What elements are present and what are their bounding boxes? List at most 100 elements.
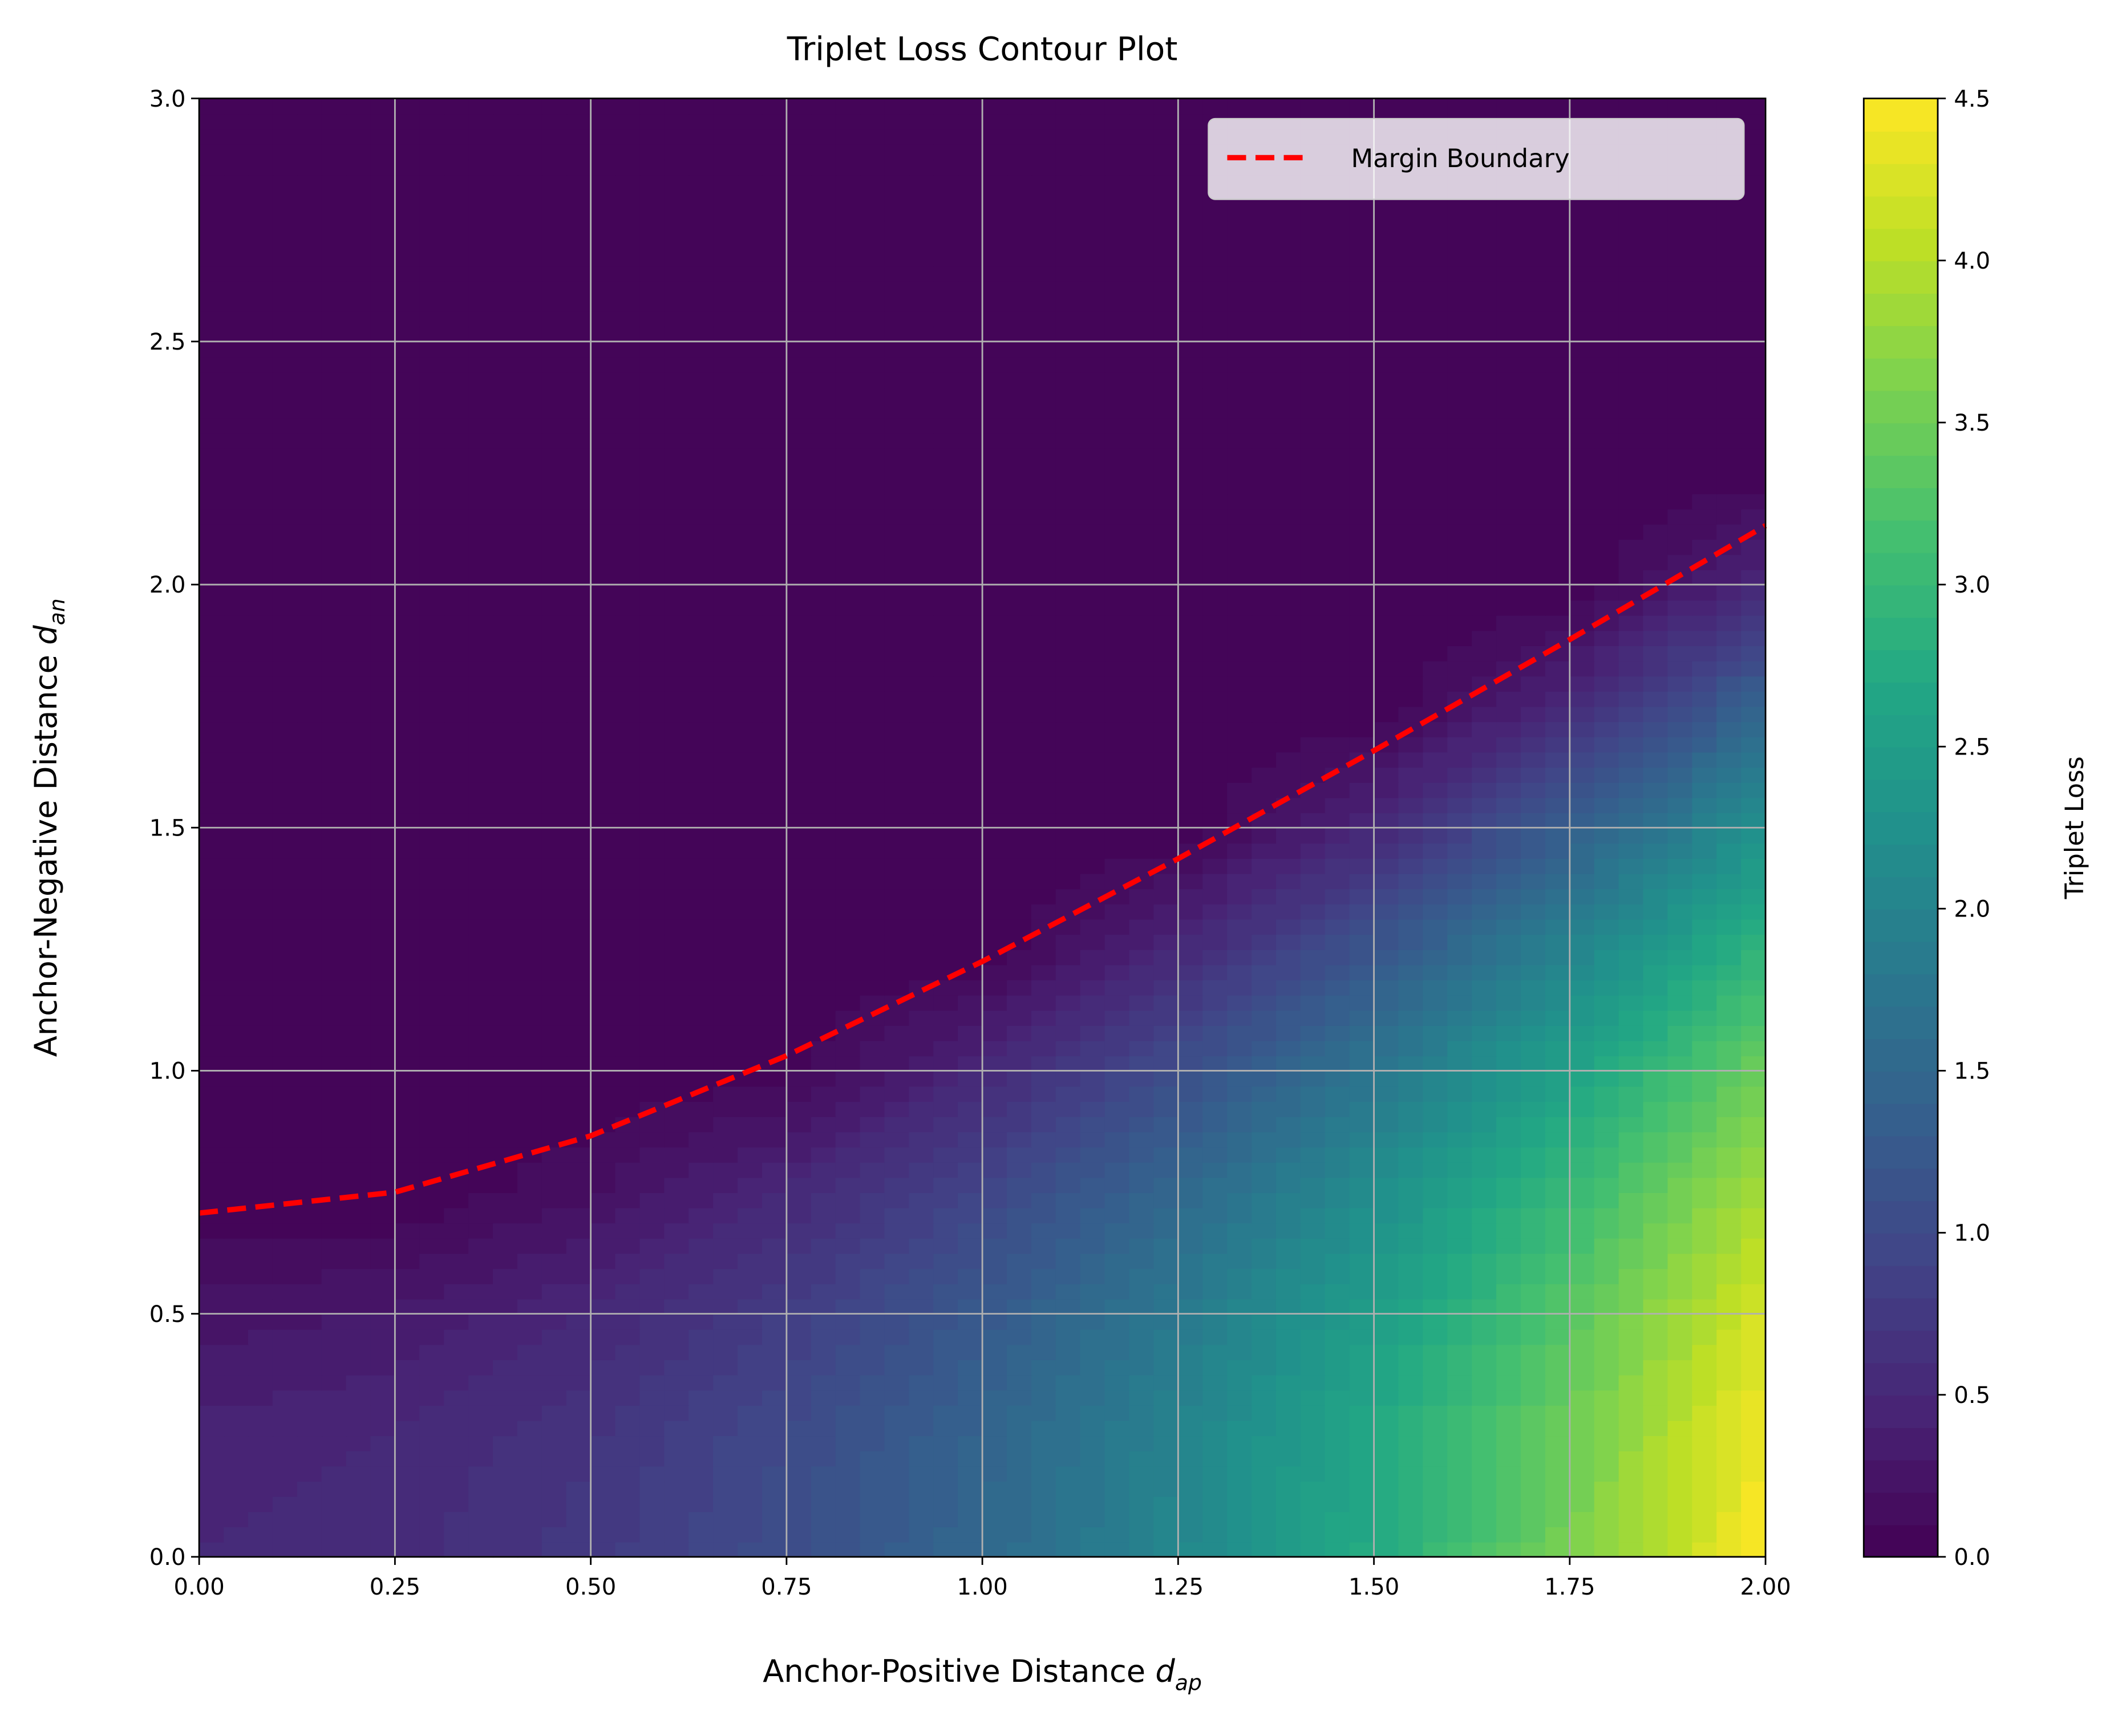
contour-cell — [884, 812, 910, 829]
contour-cell — [224, 964, 249, 981]
contour-cell — [909, 1359, 934, 1376]
contour-cell — [1618, 1374, 1644, 1391]
contour-cell — [762, 585, 788, 601]
contour-cell — [713, 524, 739, 540]
contour-cell — [615, 1283, 641, 1300]
contour-cell — [1447, 1450, 1473, 1467]
contour-cell — [1423, 615, 1448, 631]
contour-cell — [297, 1146, 323, 1163]
contour-cell — [1521, 1374, 1546, 1391]
contour-cell — [468, 432, 494, 449]
contour-cell — [1496, 1450, 1522, 1467]
contour-cell — [1741, 766, 1767, 783]
contour-cell — [1202, 706, 1228, 723]
contour-cell — [1300, 919, 1326, 935]
contour-cell — [297, 888, 323, 904]
contour-cell — [884, 1131, 910, 1148]
contour-cell — [1227, 1086, 1253, 1102]
contour-cell — [566, 1526, 592, 1543]
contour-cell — [738, 402, 763, 419]
contour-cell — [1153, 432, 1179, 449]
contour-cell — [1496, 539, 1522, 555]
contour-cell — [199, 766, 225, 783]
contour-cell — [370, 995, 396, 1011]
contour-cell — [884, 539, 910, 555]
contour-cell — [639, 1070, 665, 1087]
contour-cell — [738, 1162, 763, 1178]
contour-cell — [958, 873, 983, 890]
contour-cell — [958, 1481, 983, 1497]
contour-cell — [321, 463, 347, 479]
contour-cell — [1741, 797, 1767, 814]
contour-cell — [689, 630, 714, 646]
contour-cell — [1055, 1283, 1082, 1300]
contour-cell — [370, 1207, 396, 1224]
contour-cell — [1545, 873, 1571, 890]
contour-cell — [1716, 508, 1742, 525]
contour-cell — [1252, 1450, 1277, 1467]
contour-cell — [248, 752, 274, 768]
contour-cell — [1275, 1511, 1302, 1527]
contour-cell — [1007, 919, 1032, 935]
contour-cell — [835, 1344, 861, 1360]
contour-cell — [346, 1207, 371, 1224]
contour-cell — [615, 1268, 641, 1284]
contour-cell — [835, 1511, 861, 1527]
contour-cell — [1521, 812, 1546, 829]
contour-cell — [1521, 1329, 1546, 1345]
contour-cell — [762, 1481, 788, 1497]
contour-cell — [909, 1177, 934, 1193]
contour-cell — [541, 1298, 568, 1315]
contour-cell — [541, 828, 568, 844]
contour-cell — [1129, 1070, 1155, 1087]
contour-cell — [517, 387, 543, 403]
contour-cell — [199, 858, 225, 874]
contour-cell — [909, 1040, 934, 1057]
contour-cell — [786, 1253, 812, 1269]
contour-cell — [615, 508, 641, 525]
contour-cell — [1104, 508, 1130, 525]
contour-cell — [958, 585, 983, 601]
contour-cell — [738, 888, 763, 904]
contour-cell — [762, 1040, 788, 1057]
contour-cell — [1667, 539, 1693, 555]
contour-cell — [541, 1222, 568, 1239]
contour-cell — [1325, 554, 1351, 570]
contour-cell — [1227, 1359, 1253, 1376]
contour-cell — [1325, 1146, 1351, 1163]
contour-cell — [933, 1101, 959, 1117]
contour-cell — [1080, 524, 1106, 540]
contour-cell — [1447, 919, 1473, 935]
contour-cell — [1227, 493, 1253, 510]
contour-cell — [1178, 691, 1204, 707]
contour-cell — [811, 372, 837, 388]
contour-cell — [517, 1192, 543, 1208]
contour-cell — [615, 569, 641, 586]
contour-cell — [1398, 995, 1424, 1011]
contour-cell — [909, 1116, 934, 1133]
contour-cell — [1300, 539, 1326, 555]
contour-cell — [1374, 721, 1399, 737]
contour-cell — [689, 493, 714, 510]
contour-cell — [1349, 599, 1375, 616]
contour-cell — [1374, 1450, 1399, 1467]
contour-cell — [1521, 1268, 1546, 1284]
contour-cell — [1496, 766, 1522, 783]
contour-cell — [664, 1131, 690, 1148]
contour-cell — [738, 1450, 763, 1467]
contour-cell — [1129, 524, 1155, 540]
contour-cell — [1472, 1268, 1497, 1284]
contour-cell — [786, 873, 812, 890]
contour-cell — [1692, 995, 1718, 1011]
contour-cell — [395, 675, 420, 692]
contour-cell — [346, 964, 371, 981]
contour-cell — [1080, 1253, 1106, 1269]
contour-cell — [1007, 463, 1032, 479]
contour-cell — [346, 645, 371, 662]
contour-cell — [346, 1253, 371, 1269]
contour-cell — [1594, 1070, 1620, 1087]
contour-cell — [1007, 1420, 1032, 1437]
contour-cell — [517, 1450, 543, 1467]
contour-cell — [615, 432, 641, 449]
contour-cell — [493, 1298, 519, 1315]
